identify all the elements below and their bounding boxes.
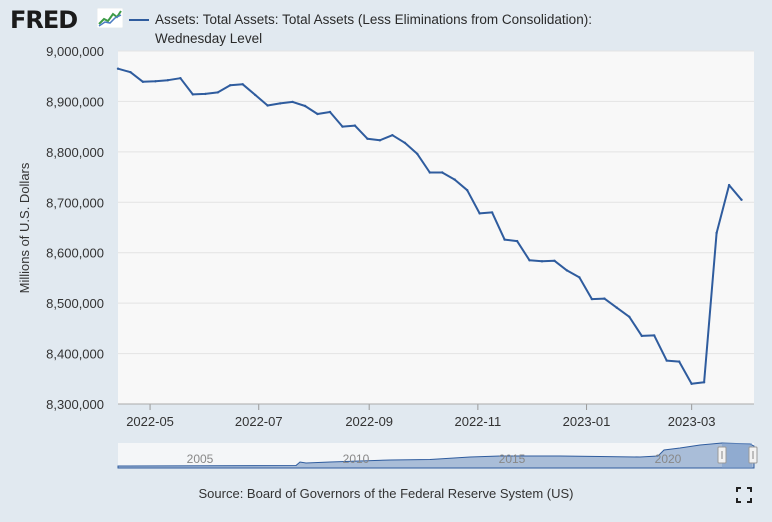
data-point[interactable] xyxy=(291,100,294,104)
data-point[interactable] xyxy=(266,104,269,107)
x-tick-label: 2023-03 xyxy=(668,414,716,429)
data-point[interactable] xyxy=(503,238,506,241)
data-point[interactable] xyxy=(490,211,494,214)
data-point[interactable] xyxy=(665,359,668,362)
data-point[interactable] xyxy=(578,276,581,279)
y-axis-ticks: 8,300,000 8,400,000 8,500,000 8,600,000 8,70… xyxy=(46,44,104,412)
x-axis-ticks: 2022-05 2022-07 2022-09 2022-11 2023-01 2023-… xyxy=(118,403,754,429)
data-point[interactable] xyxy=(166,79,170,82)
data-point[interactable] xyxy=(241,83,244,86)
data-point[interactable] xyxy=(727,183,731,187)
data-point[interactable] xyxy=(378,139,382,142)
data-point[interactable] xyxy=(540,260,544,263)
navigator-year-label: 2005 xyxy=(187,452,214,466)
navigator-year-label: 2015 xyxy=(499,452,526,466)
y-tick-label: 8,300,000 xyxy=(46,397,104,412)
data-point[interactable] xyxy=(328,110,332,114)
navigator-year-label: 2010 xyxy=(343,452,370,466)
data-point[interactable] xyxy=(553,259,556,262)
y-tick-label: 8,700,000 xyxy=(46,195,104,210)
x-tick-label: 2023-01 xyxy=(563,414,611,429)
data-point[interactable] xyxy=(141,80,145,84)
data-point[interactable] xyxy=(303,104,307,108)
data-point[interactable] xyxy=(678,360,681,363)
data-point[interactable] xyxy=(466,189,469,192)
data-point[interactable] xyxy=(428,171,431,174)
data-point[interactable] xyxy=(453,178,456,181)
series-title-line-2: Wednesday Level xyxy=(155,31,263,46)
x-tick-label: 2022-07 xyxy=(235,414,283,429)
data-point[interactable] xyxy=(229,84,232,87)
navigator-labels: 2005 2010 2015 2020 xyxy=(187,452,682,466)
y-tick-label: 8,900,000 xyxy=(46,94,104,109)
data-point[interactable] xyxy=(254,93,257,97)
data-point[interactable] xyxy=(478,212,481,215)
navigator[interactable]: 2005 2010 2015 2020 xyxy=(117,442,758,469)
data-point[interactable] xyxy=(366,137,369,140)
data-point[interactable] xyxy=(653,334,656,337)
data-point[interactable] xyxy=(416,152,419,156)
y-tick-label: 8,800,000 xyxy=(46,145,104,160)
data-point[interactable] xyxy=(191,93,194,96)
data-point[interactable] xyxy=(715,231,718,235)
data-point[interactable] xyxy=(179,77,182,80)
series-title: Assets: Total Assets: Total Assets (Less… xyxy=(155,10,625,48)
data-point[interactable] xyxy=(615,306,618,309)
chart-header: FRED Assets: Total Assets: Total Assets … xyxy=(0,0,772,48)
plot-area xyxy=(118,51,754,404)
x-tick-label: 2022-11 xyxy=(454,414,501,429)
y-tick-label: 8,400,000 xyxy=(46,347,104,362)
logo-graph-icon xyxy=(97,8,123,28)
y-tick-label: 9,000,000 xyxy=(46,44,104,59)
x-tick-label: 2022-05 xyxy=(126,414,174,429)
data-point[interactable] xyxy=(204,92,207,96)
data-point[interactable] xyxy=(603,297,606,300)
line-chart: 8,300,000 8,400,000 8,500,000 8,600,000 8,70… xyxy=(17,44,758,469)
navigator-year-label: 2020 xyxy=(655,452,682,466)
data-point[interactable] xyxy=(403,141,406,144)
legend-line-swatch xyxy=(129,19,149,21)
data-point[interactable] xyxy=(740,198,743,201)
data-point[interactable] xyxy=(702,381,706,384)
data-point[interactable] xyxy=(565,269,569,272)
y-tick-label: 8,500,000 xyxy=(46,296,104,311)
data-point[interactable] xyxy=(316,112,319,116)
data-point[interactable] xyxy=(116,67,120,70)
data-point[interactable] xyxy=(154,80,157,83)
data-point[interactable] xyxy=(590,297,594,301)
fred-logo[interactable]: FRED xyxy=(10,6,78,34)
data-point[interactable] xyxy=(640,334,643,338)
fullscreen-icon[interactable] xyxy=(736,487,752,503)
source-note: Source: Board of Governors of the Federa… xyxy=(198,486,574,501)
data-point[interactable] xyxy=(515,239,519,243)
data-point[interactable] xyxy=(341,125,344,128)
y-axis-label: Millions of U.S. Dollars xyxy=(17,162,32,293)
data-point[interactable] xyxy=(391,134,394,137)
series-layer xyxy=(116,67,743,385)
data-point[interactable] xyxy=(216,91,219,94)
series-title-line-1: Assets: Total Assets: Total Assets (Less… xyxy=(155,12,592,27)
data-point[interactable] xyxy=(278,102,282,105)
data-point[interactable] xyxy=(528,259,531,262)
data-point[interactable] xyxy=(353,124,357,127)
navigator-selection[interactable] xyxy=(722,443,752,468)
data-point[interactable] xyxy=(690,382,693,385)
data-point[interactable] xyxy=(129,71,132,74)
y-tick-label: 8,600,000 xyxy=(46,246,104,261)
x-tick-label: 2022-09 xyxy=(345,414,393,429)
data-point[interactable] xyxy=(628,315,631,318)
data-point[interactable] xyxy=(441,171,444,174)
